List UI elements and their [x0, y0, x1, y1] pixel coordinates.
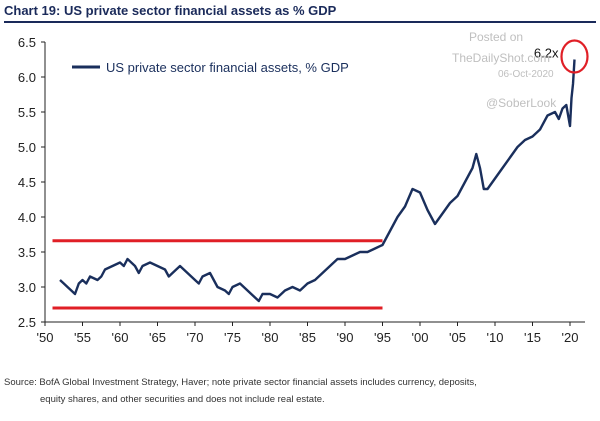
y-tick-label: 5.0: [18, 140, 36, 155]
series-line: [59, 59, 576, 303]
y-tick-label: 3.5: [18, 245, 36, 260]
y-tick-label: 2.5: [18, 315, 36, 330]
x-tick-label: '20: [562, 330, 579, 345]
series-layer: [59, 59, 576, 303]
axes: 2.5 3.0 3.5 4.0 4.5 5.0 5.5 6.0 6.5 '50 '55 '60 '65 '…: [18, 35, 585, 345]
y-tick-label: 6.5: [18, 35, 36, 50]
source-line-2: equity shares, and other securities and …: [40, 394, 325, 405]
y-tick-label: 4.5: [18, 175, 36, 190]
y-tick-label: 4.0: [18, 210, 36, 225]
x-tick-label: '15: [524, 330, 541, 345]
x-tick-label: '90: [337, 330, 354, 345]
x-tick-label: '10: [487, 330, 504, 345]
x-tick-label: '95: [374, 330, 391, 345]
x-tick-label: '65: [149, 330, 166, 345]
x-tick-label: '50: [37, 330, 54, 345]
x-tick-label: '05: [449, 330, 466, 345]
source-line-1: Source: BofA Global Investment Strategy,…: [4, 377, 477, 388]
y-tick-label: 5.5: [18, 105, 36, 120]
x-tick-label: '60: [112, 330, 129, 345]
y-tick-label: 6.0: [18, 70, 36, 85]
line-chart: 2.5 3.0 3.5 4.0 4.5 5.0 5.5 6.0 6.5 '50 '55 '60 '65 '…: [18, 35, 589, 345]
watermark-posted-on: Posted on: [469, 30, 524, 44]
chart-title: Chart 19: US private sector financial as…: [4, 3, 337, 18]
callout-label: 6.2x: [534, 46, 559, 61]
annotation-layer: 6.2x: [534, 39, 589, 74]
x-tick-label: '85: [299, 330, 316, 345]
watermark-date: 06-Oct-2020: [498, 69, 554, 80]
x-tick-label: '55: [74, 330, 91, 345]
x-tick-label: '75: [224, 330, 241, 345]
reference-lines: [52, 239, 383, 310]
watermark-handle: @SoberLook: [486, 96, 557, 110]
y-tick-label: 3.0: [18, 280, 36, 295]
source-note: Source: BofA Global Investment Strategy,…: [4, 374, 477, 408]
title-divider: [4, 21, 596, 23]
x-tick-label: '70: [187, 330, 204, 345]
legend: US private sector financial assets, % GD…: [72, 60, 349, 75]
x-tick-label: '00: [412, 330, 429, 345]
watermark-site: TheDailyShot.com: [452, 51, 551, 65]
x-tick-label: '80: [262, 330, 279, 345]
callout-circle: [560, 39, 589, 74]
legend-label: US private sector financial assets, % GD…: [106, 60, 349, 75]
